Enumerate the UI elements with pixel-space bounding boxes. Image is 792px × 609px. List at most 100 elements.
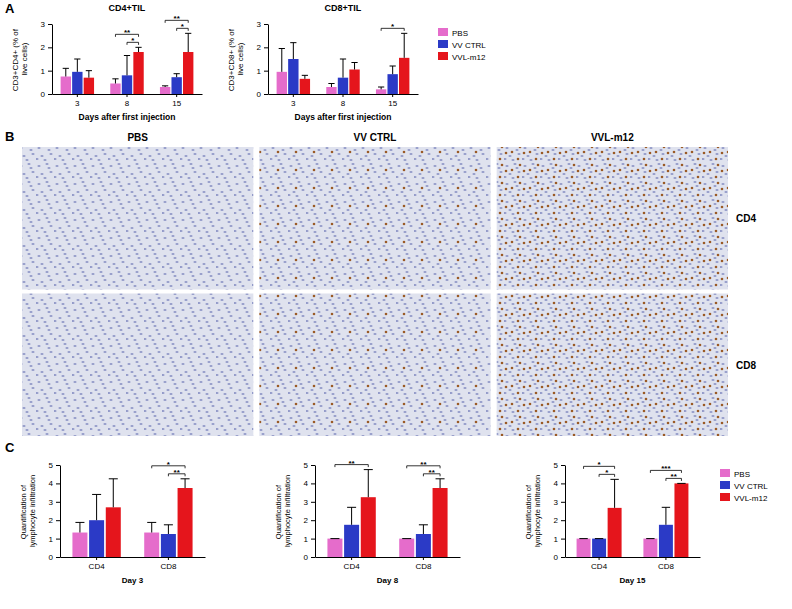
- micrograph: [22, 294, 253, 437]
- y-tick-mark: [48, 94, 52, 95]
- y-axis-line: [315, 466, 316, 558]
- y-tick: 1: [41, 67, 52, 76]
- y-tick-label: 4: [304, 479, 309, 488]
- error-bar: [164, 525, 173, 534]
- y-tick-label: 3: [41, 20, 46, 29]
- y-axis-title: Quantification of lymphocyte infiltratio…: [19, 475, 37, 547]
- y-tick: 2: [304, 516, 315, 525]
- y-tick: 0: [257, 90, 268, 99]
- chart: 012345CD4CD8Day 8Quantification of lymph…: [274, 459, 460, 585]
- y-tick: 1: [304, 535, 315, 544]
- error-bar: [124, 56, 130, 76]
- legend-swatch: [720, 469, 730, 477]
- y-tick: 2: [41, 43, 52, 52]
- bar: [399, 58, 409, 94]
- x-tick-mark: [599, 557, 600, 560]
- error-bar: [112, 79, 118, 84]
- x-tick: CD4: [89, 557, 106, 571]
- legend-label: VV CTRL: [452, 41, 486, 50]
- x-tick-label: 8: [125, 99, 130, 108]
- x-tick: CD4: [344, 557, 361, 571]
- column-title: PBS: [127, 132, 148, 143]
- legend-swatch: [438, 28, 448, 36]
- x-tick-mark: [351, 557, 352, 560]
- bar: [659, 525, 673, 557]
- series: [72, 56, 182, 95]
- bar: [122, 75, 132, 94]
- y-axis-title-line: lymphocyte infiltration: [28, 475, 37, 547]
- error-bar: [646, 538, 654, 539]
- micrograph: [259, 147, 490, 290]
- chart: 012345CD4CD8Day 3Quantification of lymph…: [19, 460, 205, 585]
- y-tick: 1: [49, 535, 60, 544]
- y-axis: 0 1 2 3 4 5: [304, 461, 316, 562]
- error-bar: [401, 33, 407, 58]
- micrograph: [497, 294, 728, 437]
- legend-label: PBS: [734, 470, 750, 479]
- error-bar: [147, 522, 156, 532]
- y-axis-line: [60, 466, 61, 558]
- error-bar: [63, 68, 69, 76]
- x-axis-title: Days after first injection: [295, 112, 392, 122]
- y-tick-label: 0: [304, 553, 309, 562]
- y-tick-label: 1: [49, 535, 54, 544]
- x-tick: 3: [291, 94, 296, 108]
- y-axis-line: [52, 25, 53, 95]
- x-tick-label: 15: [388, 99, 397, 108]
- y-tick: 3: [49, 498, 60, 507]
- y-tick-mark: [264, 24, 268, 25]
- x-axis: CD4CD8: [316, 557, 461, 571]
- y-tick-mark: [56, 520, 60, 521]
- y-tick-label: 3: [49, 498, 54, 507]
- x-tick-label: CD4: [89, 562, 106, 571]
- error-bar: [402, 538, 411, 539]
- chart-title: CD4+TIL: [109, 3, 146, 13]
- legend: PBSVV CTRLVVL-m12: [438, 28, 486, 62]
- bar: [160, 87, 170, 94]
- error-bar: [92, 494, 101, 520]
- significance-label: **: [174, 468, 181, 477]
- error-bar: [378, 87, 384, 89]
- series: [592, 507, 673, 557]
- bar: [84, 78, 94, 94]
- y-axis-line: [565, 466, 566, 558]
- series: [608, 479, 689, 557]
- legend-swatch: [720, 481, 730, 489]
- x-tick-mark: [96, 557, 97, 560]
- x-tick: 8: [125, 94, 130, 108]
- significance-label: **: [671, 472, 678, 481]
- series: [300, 33, 410, 94]
- plot-area: [277, 33, 410, 94]
- x-axis-title: Days after first injection: [79, 112, 176, 122]
- x-axis-title: Day 3: [122, 576, 144, 585]
- y-tick-label: 5: [304, 461, 309, 470]
- legend-item: PBS: [438, 28, 468, 38]
- x-tick: 15: [172, 94, 181, 108]
- y-tick-mark: [56, 483, 60, 484]
- y-axis-title: Quantification of lymphocyte infiltratio…: [274, 475, 292, 547]
- error-bar: [86, 71, 92, 78]
- x-axis-line: [566, 557, 701, 558]
- row-title: CD4: [736, 213, 756, 224]
- y-tick-label: 2: [304, 516, 309, 525]
- y-axis-title-line: CD3+CD8+ (% of: [227, 27, 236, 91]
- y-tick-label: 1: [41, 67, 46, 76]
- x-tick-label: CD4: [591, 562, 608, 571]
- y-tick-mark: [56, 539, 60, 540]
- chart-title: CD8+TIL: [325, 3, 362, 13]
- bar: [338, 78, 348, 94]
- y-tick-mark: [56, 557, 60, 558]
- y-tick-mark: [264, 71, 268, 72]
- bar: [327, 539, 342, 557]
- error-bar: [364, 470, 373, 498]
- panel-b: PBSVV CTRLVVL-m12CD4CD8: [22, 132, 756, 436]
- bar: [72, 533, 87, 557]
- x-tick-mark: [392, 94, 393, 97]
- bar: [61, 77, 71, 95]
- x-tick-label: 8: [341, 99, 346, 108]
- y-axis-title-line: live cells): [236, 42, 245, 75]
- bar: [361, 497, 376, 557]
- bar: [277, 72, 287, 94]
- y-tick: 3: [304, 498, 315, 507]
- y-tick: 0: [304, 553, 315, 562]
